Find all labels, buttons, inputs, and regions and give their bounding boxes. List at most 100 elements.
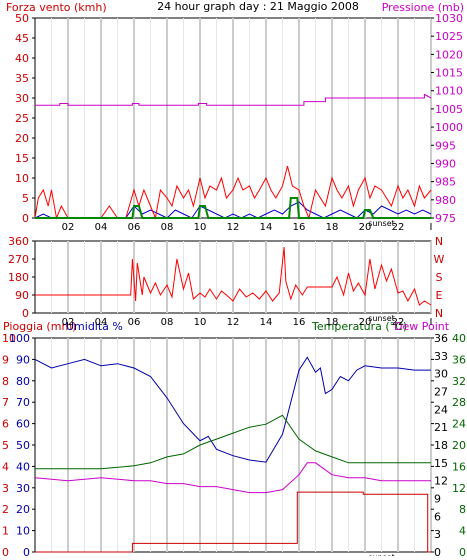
dewpoint-tick-label: 12 [452, 482, 466, 495]
pressure-tick-label: 1025 [435, 30, 463, 43]
x-tick-label: 22 [392, 222, 405, 233]
pressure-axis-title: Pressione (mb) [382, 1, 464, 14]
pressure-tick-label: 975 [435, 212, 456, 225]
humidity-tick-label: 100 [9, 332, 30, 345]
series-line [35, 197, 431, 219]
rain-tick-label: 3 [2, 482, 9, 495]
series-line [34, 462, 431, 494]
wind-tick-label: 40 [15, 52, 29, 65]
rain-tick-label: 0 [2, 546, 9, 556]
humidity-tick-label: 70 [16, 396, 30, 409]
temperature-tick-label: 27 [434, 386, 448, 399]
sunset-label: sunset [368, 314, 395, 323]
dewpoint-tick-label: 32 [452, 375, 466, 388]
temperature-tick-label: 18 [434, 439, 448, 452]
temperature-tick-label: 0 [434, 546, 441, 556]
wind-tick-label: 15 [15, 152, 29, 165]
x-tick-label: 16 [293, 317, 306, 328]
compass-tick-label: N [435, 235, 443, 248]
humidity-tick-label: 80 [16, 375, 30, 388]
direction-tick-label: 180 [8, 271, 29, 284]
pressure-tick-label: 995 [435, 139, 456, 152]
pressure-tick-label: 990 [435, 157, 456, 170]
series-line [34, 356, 431, 463]
temperature-axis-title: Temperatura (°C) [311, 320, 407, 333]
wind-tick-label: 10 [15, 172, 29, 185]
dewpoint-tick-label: 4 [459, 525, 466, 538]
humidity-tick-label: 90 [16, 353, 30, 366]
dewpoint-tick-label: 24 [452, 418, 466, 431]
rain-tick-label: 2 [2, 503, 9, 516]
compass-tick-label: S [436, 271, 443, 284]
x-tick-label: 02 [62, 317, 75, 328]
x-tick-label: I [430, 222, 433, 233]
dewpoint-tick-label: 28 [452, 396, 466, 409]
temperature-tick-label: 15 [434, 457, 448, 470]
rain-tick-label: 1 [2, 525, 9, 538]
rain-tick-label: 4 [2, 460, 9, 473]
rain-tick-label: 10 [2, 332, 16, 345]
pressure-tick-label: 1030 [435, 12, 463, 25]
wind-tick-label: 5 [22, 192, 29, 205]
compass-tick-label: E [436, 289, 443, 302]
humidity-tick-label: 20 [16, 503, 30, 516]
wind-tick-label: 50 [15, 12, 29, 25]
x-tick-label: 10 [194, 222, 207, 233]
wind-tick-label: 25 [15, 112, 29, 125]
temperature-tick-label: 24 [434, 403, 448, 416]
temperature-tick-label: 36 [434, 332, 448, 345]
x-tick-label: 08 [161, 222, 174, 233]
wind-tick-label: 0 [22, 212, 29, 225]
temperature-tick-label: 33 [434, 350, 448, 363]
x-tick-label: I [430, 317, 433, 328]
rain-tick-label: 9 [2, 353, 9, 366]
humidity-tick-label: 50 [16, 439, 30, 452]
humidity-axis-title: Umidita % [66, 320, 123, 333]
rain-tick-label: 7 [2, 396, 9, 409]
x-tick-label: 12 [227, 317, 240, 328]
rain-tick-label: 5 [2, 439, 9, 452]
x-tick-label: 06 [128, 317, 141, 328]
compass-tick-label: W [434, 253, 445, 266]
x-tick-label: 20 [359, 222, 372, 233]
wind-tick-label: 20 [15, 132, 29, 145]
chart-title: 24 hour graph day : 21 Maggio 2008 [157, 0, 359, 13]
humidity-tick-label: 40 [16, 460, 30, 473]
dewpoint-tick-label: 20 [452, 439, 466, 452]
temperature-tick-label: 12 [434, 475, 448, 488]
compass-tick-label: N [435, 307, 443, 320]
x-tick-label: 06 [128, 222, 141, 233]
dewpoint-tick-label: 40 [452, 332, 466, 345]
wind-tick-label: 45 [15, 32, 29, 45]
x-tick-label: 10 [194, 317, 207, 328]
x-tick-label: 16 [293, 222, 306, 233]
humidity-tick-label: 10 [16, 525, 30, 538]
humidity-tick-label: 30 [16, 482, 30, 495]
series-line [35, 414, 431, 470]
rain-tick-label: 6 [2, 418, 9, 431]
pressure-tick-label: 980 [435, 194, 456, 207]
x-tick-label: 20 [359, 317, 372, 328]
pressure-tick-label: 1020 [435, 48, 463, 61]
pressure-tick-label: 1010 [435, 85, 463, 98]
x-tick-label: 08 [161, 317, 174, 328]
rain-tick-label: 8 [2, 375, 9, 388]
series-line [35, 93, 432, 106]
wind-tick-label: 30 [15, 92, 29, 105]
wind-tick-label: 35 [15, 72, 29, 85]
humidity-tick-label: 0 [23, 546, 30, 556]
temperature-tick-label: 6 [434, 510, 441, 523]
series-line [35, 246, 432, 306]
x-tick-label: 04 [95, 317, 108, 328]
x-tick-label: 18 [326, 317, 339, 328]
series-line [34, 165, 432, 220]
x-tick-label: 18 [326, 222, 339, 233]
temperature-tick-label: 30 [434, 368, 448, 381]
pressure-tick-label: 1000 [435, 121, 463, 134]
wind-axis-title: Forza vento (kmh) [6, 1, 107, 14]
temperature-tick-label: 9 [434, 493, 441, 506]
temperature-tick-label: 21 [434, 421, 448, 434]
series-line [35, 491, 431, 553]
